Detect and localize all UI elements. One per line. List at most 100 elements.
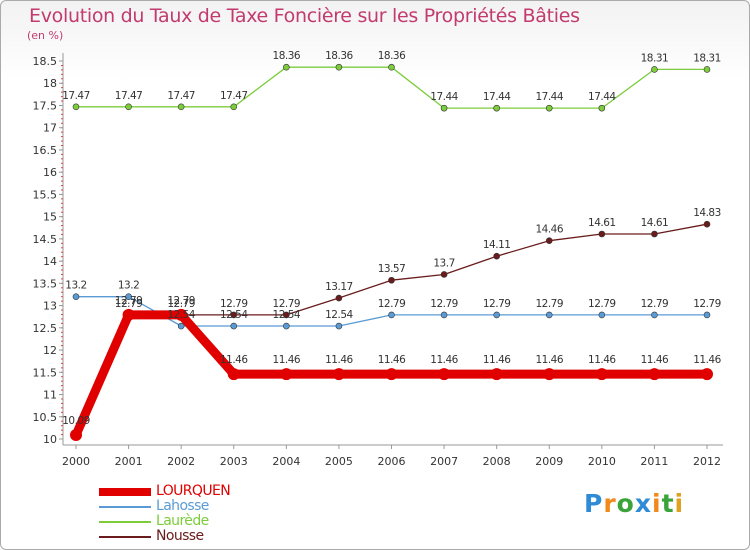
- proxiti-logo: Proxiti: [584, 489, 684, 518]
- y-tick-label: 14.5: [33, 233, 58, 246]
- data-labels: 17.47 17.47 17.47 17.47 18.36 18.36 18.36 17.44…: [62, 50, 722, 427]
- x-tick-label: 2009: [535, 455, 563, 468]
- data-label-laur-de: 17.47: [115, 90, 143, 102]
- data-label-nousse: 13.7: [433, 257, 454, 269]
- legend-swatch: [99, 521, 151, 523]
- legend-label: LOURQUEN: [156, 483, 231, 499]
- legend-item-lahosse: Lahosse: [99, 498, 319, 515]
- data-point-laur-de: [703, 66, 711, 73]
- data-label-lahosse: 12.54: [167, 309, 195, 321]
- data-point-lahosse: [598, 311, 606, 319]
- data-label-nousse: 14.11: [483, 239, 511, 251]
- data-label-lahosse: 13.2: [118, 280, 139, 292]
- data-label-lourquen: 11.46: [588, 354, 616, 366]
- data-label-lahosse: 12.79: [378, 298, 406, 310]
- series-lines: [70, 63, 713, 441]
- data-point-lourquen: [648, 368, 661, 381]
- data-point-lahosse: [545, 311, 553, 319]
- x-tick-label: 2005: [325, 455, 353, 468]
- data-point-laur-de: [651, 66, 658, 73]
- data-point-lahosse: [651, 311, 658, 319]
- x-tick-label: 2004: [272, 455, 300, 468]
- data-point-nousse: [283, 311, 290, 319]
- legend-swatch: [99, 488, 151, 496]
- data-point-lahosse: [283, 322, 290, 330]
- data-point-lahosse: [177, 322, 185, 330]
- series-line-nousse: [127, 223, 708, 316]
- x-tick-label: 2003: [220, 455, 248, 468]
- data-point-nousse: [493, 252, 500, 260]
- data-label-nousse: 13.57: [378, 263, 406, 275]
- data-point-nousse: [545, 237, 553, 244]
- y-tick-label: 18: [43, 77, 57, 90]
- data-point-nousse: [440, 271, 448, 278]
- data-point-laur-de: [125, 103, 132, 111]
- y-tick-label: 17.5: [33, 99, 58, 112]
- data-label-lourquen: 12.79: [115, 295, 143, 307]
- data-point-nousse: [335, 294, 343, 302]
- data-label-laur-de: 17.47: [220, 90, 248, 102]
- data-point-laur-de: [335, 63, 343, 71]
- logo-letter: o: [616, 489, 635, 518]
- data-point-lahosse: [703, 311, 711, 319]
- data-point-lourquen: [438, 368, 451, 381]
- legend-label: Laurède: [156, 513, 209, 529]
- data-label-laur-de: 17.44: [483, 91, 511, 103]
- legend-label: Lahosse: [156, 498, 209, 514]
- data-point-lahosse: [335, 322, 343, 330]
- data-point-lahosse: [72, 293, 80, 300]
- y-tick-label: 10.5: [33, 411, 58, 424]
- data-label-lourquen: 11.46: [641, 354, 669, 366]
- x-tick-label: 2001: [115, 455, 143, 468]
- data-label-nousse: 14.61: [588, 217, 616, 229]
- data-label-laur-de: 18.36: [378, 50, 406, 62]
- data-point-lahosse: [493, 311, 500, 319]
- data-point-lourquen: [175, 308, 188, 321]
- logo-letter: x: [634, 489, 652, 518]
- data-point-lourquen: [543, 368, 556, 381]
- data-point-laur-de: [545, 104, 553, 112]
- data-label-nousse: 12.79: [115, 298, 143, 310]
- data-label-laur-de: 18.36: [325, 50, 353, 62]
- data-point-nousse: [703, 220, 711, 228]
- y-tick-label: 16: [43, 166, 57, 179]
- legend-label: Nousse: [156, 528, 204, 544]
- axes: 10 10.5 11 11.5 12 12.5 13 13.5 14 14.5 15 15.5 16 16…: [33, 53, 723, 468]
- x-tick-label: 2010: [588, 455, 616, 468]
- x-tick-label: 2011: [640, 455, 668, 468]
- data-label-laur-de: 18.31: [641, 52, 669, 64]
- data-label-lahosse: 12.79: [693, 298, 721, 310]
- data-point-lourquen: [70, 428, 82, 441]
- data-label-lourquen: 11.46: [430, 354, 458, 366]
- data-point-laur-de: [440, 104, 448, 112]
- x-tick-label: 2002: [167, 455, 195, 468]
- data-label-lahosse: 12.54: [220, 309, 248, 321]
- data-label-laur-de: 17.44: [430, 91, 458, 103]
- data-label-lourquen: 12.79: [167, 295, 195, 307]
- data-label-lourquen: 11.46: [325, 354, 353, 366]
- chart-title: Evolution du Taux de Taxe Foncière sur l…: [29, 5, 580, 27]
- legend-swatch: [99, 506, 151, 508]
- data-label-lourquen: 11.46: [273, 354, 301, 366]
- y-tick-label: 13: [43, 300, 57, 313]
- data-label-nousse: 12.79: [273, 298, 301, 310]
- data-point-lourquen: [122, 308, 135, 321]
- y-tick-label: 11: [43, 389, 57, 402]
- data-label-lourquen: 11.46: [693, 354, 721, 366]
- data-point-lahosse: [125, 293, 132, 300]
- data-point-lourquen: [595, 368, 608, 381]
- data-label-lahosse: 12.79: [430, 298, 458, 310]
- y-tick-label: 15.5: [33, 188, 58, 201]
- data-label-nousse: 13.17: [325, 281, 353, 293]
- x-tick-label: 2000: [62, 455, 90, 468]
- y-tick-label: 17: [43, 122, 57, 135]
- data-point-nousse: [598, 230, 606, 238]
- data-point-nousse: [651, 230, 658, 238]
- data-label-lourquen: 11.46: [378, 354, 406, 366]
- data-label-lahosse: 12.79: [588, 298, 616, 310]
- data-label-nousse: 14.46: [535, 224, 563, 236]
- y-tick-label: 14: [43, 255, 57, 268]
- data-label-laur-de: 18.31: [693, 52, 721, 64]
- data-point-lahosse: [230, 322, 238, 330]
